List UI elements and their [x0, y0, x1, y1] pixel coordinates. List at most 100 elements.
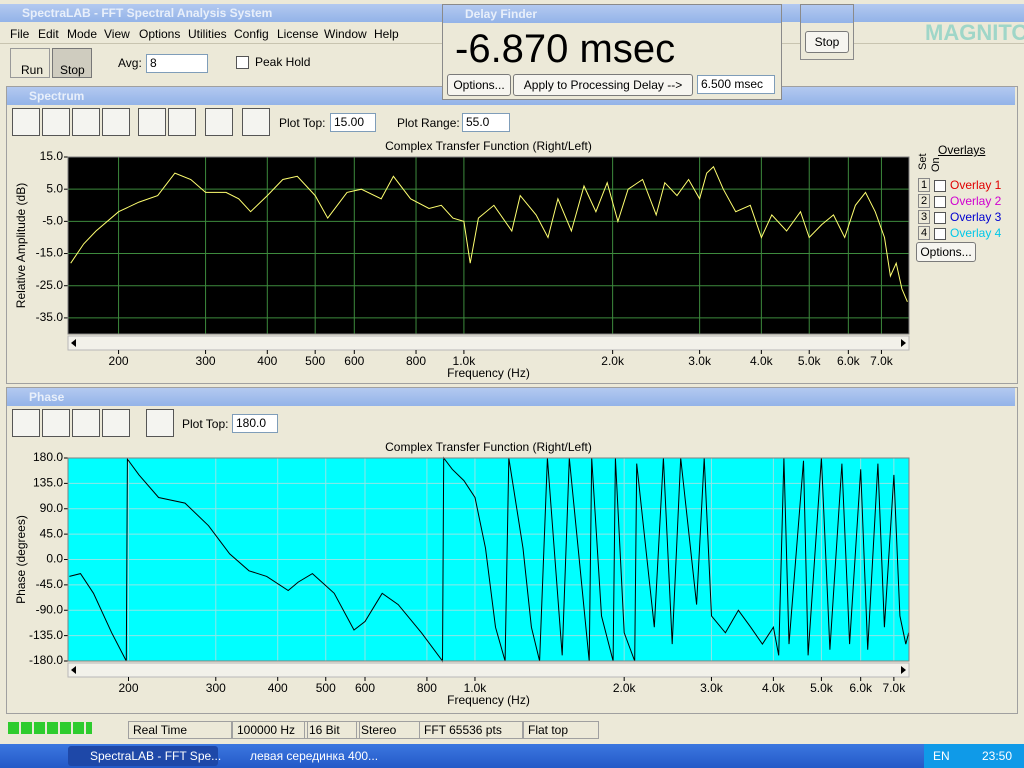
stop-window: Stop	[800, 4, 854, 60]
scale-button[interactable]	[242, 108, 270, 136]
stop-button[interactable]: Stop	[52, 48, 92, 78]
window-title: Spectrum	[29, 89, 85, 103]
level-meter	[8, 722, 92, 734]
overlay-checkbox[interactable]	[934, 196, 946, 208]
status-field: Flat top	[523, 721, 599, 739]
x-tick-label: 7.0k	[870, 354, 894, 368]
watermark: MAGNITOLA	[925, 20, 1024, 45]
button-label: Options...	[453, 78, 505, 92]
zoom-in-button[interactable]	[42, 409, 70, 437]
plot-top-value: 180.0	[236, 416, 267, 430]
plot-area	[68, 157, 909, 334]
plot-top-field[interactable]: 180.0	[232, 414, 278, 433]
stop-button[interactable]: Stop	[805, 31, 849, 53]
language[interactable]: EN	[933, 749, 950, 763]
scroll-arrow	[71, 666, 76, 674]
plot-range-label: Plot Range:	[397, 116, 460, 130]
zoom-button[interactable]	[12, 108, 40, 136]
data-line	[70, 165, 908, 302]
menu-item[interactable]: Utilities	[188, 27, 227, 41]
data-line	[69, 456, 910, 663]
overlay-set[interactable]: 1	[918, 178, 930, 192]
zoom-out-button[interactable]	[72, 409, 100, 437]
avg-select[interactable]: 8	[146, 54, 208, 73]
x-tick-label: 2.0k	[601, 354, 625, 368]
x-tick-label: 6.0k	[849, 681, 873, 695]
status-field: Real Time	[128, 721, 232, 739]
y-tick-label: 45.0	[40, 526, 64, 540]
scroll-arrow	[71, 339, 76, 347]
zoom-full-button[interactable]	[102, 108, 130, 136]
x-tick-label: 4.0k	[762, 681, 786, 695]
zoom-out-button[interactable]	[72, 108, 100, 136]
plot-border	[67, 156, 910, 335]
status-field: FFT 65536 pts	[419, 721, 523, 739]
overlay-name: Overlay 3	[950, 210, 1002, 224]
y-tick-label: -180.0	[29, 653, 63, 667]
plot-range-value: 55.0	[466, 115, 490, 129]
x-tick-label: 800	[406, 354, 426, 368]
apply-button[interactable]: Apply to Processing Delay -->	[513, 74, 693, 96]
x-tick-label: 600	[344, 354, 364, 368]
overlay-options-button[interactable]: Options...	[916, 242, 976, 262]
x-tick-label: 300	[196, 354, 216, 368]
x-tick-label: 7.0k	[883, 681, 907, 695]
x-axis-label: Frequency (Hz)	[447, 693, 530, 707]
overlay-checkbox[interactable]	[934, 212, 946, 224]
y-tick-label: 180.0	[33, 450, 63, 464]
overlay-checkbox[interactable]	[934, 180, 946, 192]
peak-hold-checkbox[interactable]	[236, 56, 249, 69]
plot-range-field[interactable]: 55.0	[462, 113, 510, 132]
y-tick-label: 135.0	[33, 476, 63, 490]
zoom-full-button[interactable]	[102, 409, 130, 437]
x-tick-label: 3.0k	[688, 354, 712, 368]
chart-title: Complex Transfer Function (Right/Left)	[385, 440, 592, 454]
table-button[interactable]	[146, 409, 174, 437]
status-field: 16 Bit	[304, 721, 360, 739]
plot-top-field[interactable]: 15.00	[330, 113, 376, 132]
zoom-in-button[interactable]	[42, 108, 70, 136]
x-tick-label: 200	[109, 354, 129, 368]
x-tick-label: 6.0k	[837, 354, 861, 368]
x-tick-label: 5.0k	[798, 354, 822, 368]
plot-border	[67, 457, 910, 662]
menu-item[interactable]: Mode	[67, 27, 98, 41]
bar-mode-button[interactable]	[168, 108, 196, 136]
plot-top-label: Plot Top:	[279, 116, 326, 130]
overlay-set[interactable]: 4	[918, 226, 930, 240]
x-tick-label: 500	[305, 354, 325, 368]
task-button[interactable]: левая серединка 400...	[228, 746, 398, 766]
x-tick-label: 400	[268, 681, 288, 695]
plot-top-value: 15.00	[334, 115, 365, 129]
task-button[interactable]: SpectraLAB - FFT Spe...	[68, 746, 221, 766]
zoom-button[interactable]	[12, 409, 40, 437]
x-tick-label: 1.0k	[453, 354, 477, 368]
menu-item[interactable]: Config	[234, 27, 269, 41]
delay-field[interactable]: 6.500 msec	[697, 75, 775, 94]
clock: 23:50	[982, 749, 1013, 763]
plot-top-label: Plot Top:	[182, 417, 229, 431]
menu-item[interactable]: License	[277, 27, 319, 41]
avg-label: Avg:	[118, 56, 142, 70]
run-button[interactable]: Run	[10, 48, 50, 78]
table-button[interactable]	[205, 108, 233, 136]
overlay-checkbox[interactable]	[934, 228, 946, 240]
peak-hold-label: Peak Hold	[255, 55, 311, 69]
menu-item[interactable]: View	[104, 27, 130, 41]
menu-item[interactable]: File	[10, 27, 30, 41]
delay-finder-window: Delay Finder -6.870 msec Options... Appl…	[442, 4, 782, 100]
menu-item[interactable]: Options	[139, 27, 181, 41]
overlay-set[interactable]: 3	[918, 210, 930, 224]
options-button[interactable]: Options...	[447, 74, 511, 96]
button-label: Apply to Processing Delay -->	[523, 78, 683, 92]
menu-item[interactable]: Help	[374, 27, 399, 41]
line-mode-button[interactable]	[138, 108, 166, 136]
x-tick-label: 600	[355, 681, 375, 695]
menu-item[interactable]: Window	[324, 27, 367, 41]
overlay-set[interactable]: 2	[918, 194, 930, 208]
overlays-title: Overlays	[938, 143, 986, 157]
menu-item[interactable]: Edit	[38, 27, 59, 41]
button-label: Stop	[60, 63, 85, 77]
delay-value: 6.500 msec	[701, 77, 764, 91]
stop-title-bar	[801, 5, 853, 23]
